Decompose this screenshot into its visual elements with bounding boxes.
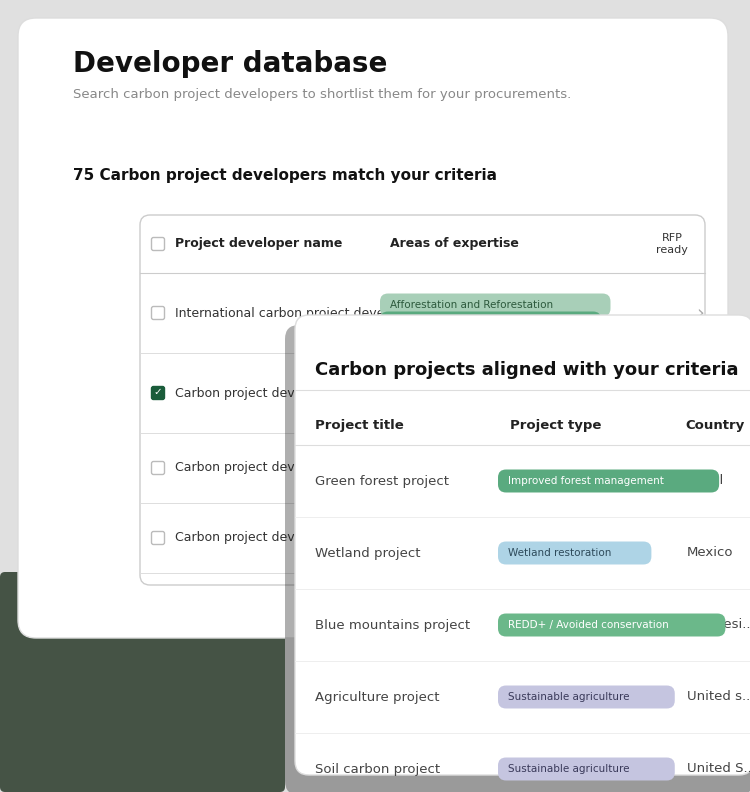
Text: Brazil: Brazil	[687, 474, 724, 488]
Text: Project type: Project type	[510, 418, 602, 432]
FancyBboxPatch shape	[380, 311, 602, 334]
Text: Areas of expertise: Areas of expertise	[390, 238, 519, 250]
FancyBboxPatch shape	[0, 572, 285, 792]
Text: ready: ready	[656, 245, 688, 255]
Text: REDD+ / Avoided conservation: REDD+ / Avoided conservation	[508, 620, 669, 630]
Text: ✓: ✓	[154, 387, 162, 398]
Text: Wetland restoration: Wetland restoration	[508, 548, 611, 558]
FancyBboxPatch shape	[140, 215, 705, 585]
FancyBboxPatch shape	[295, 315, 750, 775]
Text: United S...: United S...	[687, 763, 750, 775]
Text: United s...: United s...	[687, 691, 750, 703]
Text: ›: ›	[696, 303, 703, 322]
Text: RFP: RFP	[662, 233, 682, 243]
Text: Afforestation and Reforestation: Afforestation and Reforestation	[390, 300, 553, 310]
FancyBboxPatch shape	[498, 686, 675, 709]
FancyBboxPatch shape	[152, 238, 164, 250]
Text: Sustainable agriculture: Sustainable agriculture	[508, 764, 629, 774]
Text: Green forest project: Green forest project	[315, 474, 449, 488]
Text: Project developer name: Project developer name	[175, 238, 342, 250]
Text: Indonesi...: Indonesi...	[687, 619, 750, 631]
FancyBboxPatch shape	[152, 462, 164, 474]
Text: 75 Carbon project developers match your criteria: 75 Carbon project developers match your …	[73, 168, 497, 183]
Text: Mexico: Mexico	[687, 546, 734, 559]
FancyBboxPatch shape	[18, 18, 728, 638]
FancyBboxPatch shape	[498, 542, 652, 565]
FancyBboxPatch shape	[498, 614, 725, 637]
Text: Carbon project developer i: Carbon project developer i	[175, 531, 342, 545]
Text: Carbon projects aligned with your criteria: Carbon projects aligned with your criter…	[315, 361, 739, 379]
FancyBboxPatch shape	[498, 470, 719, 493]
Text: Improved forest management: Improved forest management	[390, 318, 546, 328]
Text: Soil carbon project: Soil carbon project	[315, 763, 440, 775]
FancyBboxPatch shape	[152, 386, 164, 399]
Text: Agriculture project: Agriculture project	[315, 691, 440, 703]
Text: Country: Country	[685, 418, 744, 432]
FancyBboxPatch shape	[498, 757, 675, 780]
Text: Improved forest management: Improved forest management	[508, 476, 664, 486]
Text: Sustainable agriculture: Sustainable agriculture	[508, 692, 629, 702]
FancyBboxPatch shape	[380, 294, 610, 317]
Text: International carbon project developer: International carbon project developer	[175, 307, 416, 319]
Text: Developer database: Developer database	[73, 50, 387, 78]
FancyBboxPatch shape	[285, 325, 750, 792]
Text: Carbon project developer i: Carbon project developer i	[175, 386, 342, 399]
FancyBboxPatch shape	[152, 307, 164, 319]
Text: Search carbon project developers to shortlist them for your procurements.: Search carbon project developers to shor…	[73, 88, 572, 101]
Text: Wetland project: Wetland project	[315, 546, 421, 559]
Text: Blue mountains project: Blue mountains project	[315, 619, 470, 631]
Text: Project title: Project title	[315, 418, 404, 432]
FancyBboxPatch shape	[152, 531, 164, 545]
Text: Carbon project developer i: Carbon project developer i	[175, 462, 342, 474]
